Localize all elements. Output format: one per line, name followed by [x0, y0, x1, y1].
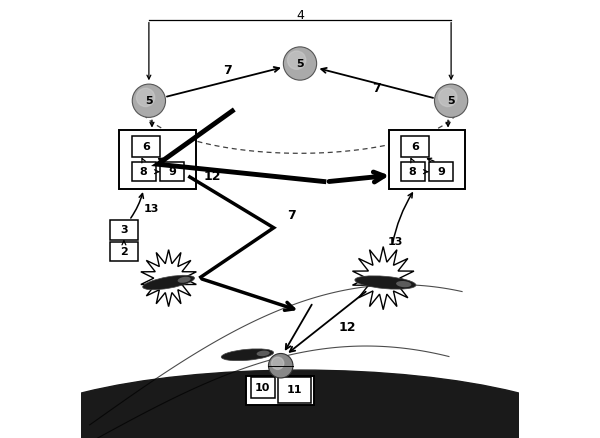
- Polygon shape: [141, 250, 196, 307]
- Bar: [131, 162, 155, 181]
- Ellipse shape: [178, 277, 191, 283]
- Text: 4: 4: [296, 9, 304, 22]
- Text: 12: 12: [338, 321, 356, 334]
- Circle shape: [439, 88, 457, 106]
- Text: 8: 8: [409, 167, 416, 177]
- Text: 7: 7: [372, 82, 381, 95]
- Text: 6: 6: [411, 142, 419, 152]
- Text: 13: 13: [388, 237, 403, 247]
- Ellipse shape: [355, 276, 416, 289]
- Text: 2: 2: [120, 247, 128, 257]
- Ellipse shape: [396, 281, 412, 287]
- Text: 3: 3: [120, 225, 128, 235]
- Bar: [389, 131, 466, 189]
- Circle shape: [283, 47, 317, 80]
- Bar: [278, 377, 311, 403]
- Ellipse shape: [143, 275, 194, 290]
- Text: 7: 7: [223, 64, 232, 78]
- Bar: [251, 377, 275, 398]
- Text: 6: 6: [142, 142, 150, 152]
- Circle shape: [268, 353, 293, 378]
- Ellipse shape: [221, 349, 274, 361]
- Bar: [110, 242, 138, 261]
- Bar: [247, 377, 314, 405]
- Circle shape: [272, 357, 284, 369]
- Text: 7: 7: [287, 209, 296, 222]
- Bar: [401, 136, 429, 157]
- Bar: [131, 136, 160, 157]
- Circle shape: [132, 84, 166, 117]
- Bar: [160, 162, 184, 181]
- Text: 13: 13: [143, 204, 159, 214]
- Circle shape: [136, 88, 155, 106]
- Polygon shape: [352, 247, 414, 310]
- Circle shape: [287, 51, 306, 69]
- Text: 9: 9: [168, 167, 176, 177]
- Bar: [429, 162, 453, 181]
- Text: 8: 8: [140, 167, 148, 177]
- Bar: [110, 220, 138, 240]
- Ellipse shape: [257, 351, 269, 356]
- Ellipse shape: [0, 370, 600, 438]
- Bar: [119, 131, 196, 189]
- Circle shape: [434, 84, 468, 117]
- Text: 5: 5: [296, 59, 304, 68]
- Text: 5: 5: [447, 96, 455, 106]
- Bar: [401, 162, 425, 181]
- Text: 5: 5: [145, 96, 153, 106]
- Text: 9: 9: [437, 167, 445, 177]
- Text: 11: 11: [287, 385, 302, 395]
- Text: 12: 12: [203, 170, 221, 183]
- Text: 10: 10: [255, 383, 271, 392]
